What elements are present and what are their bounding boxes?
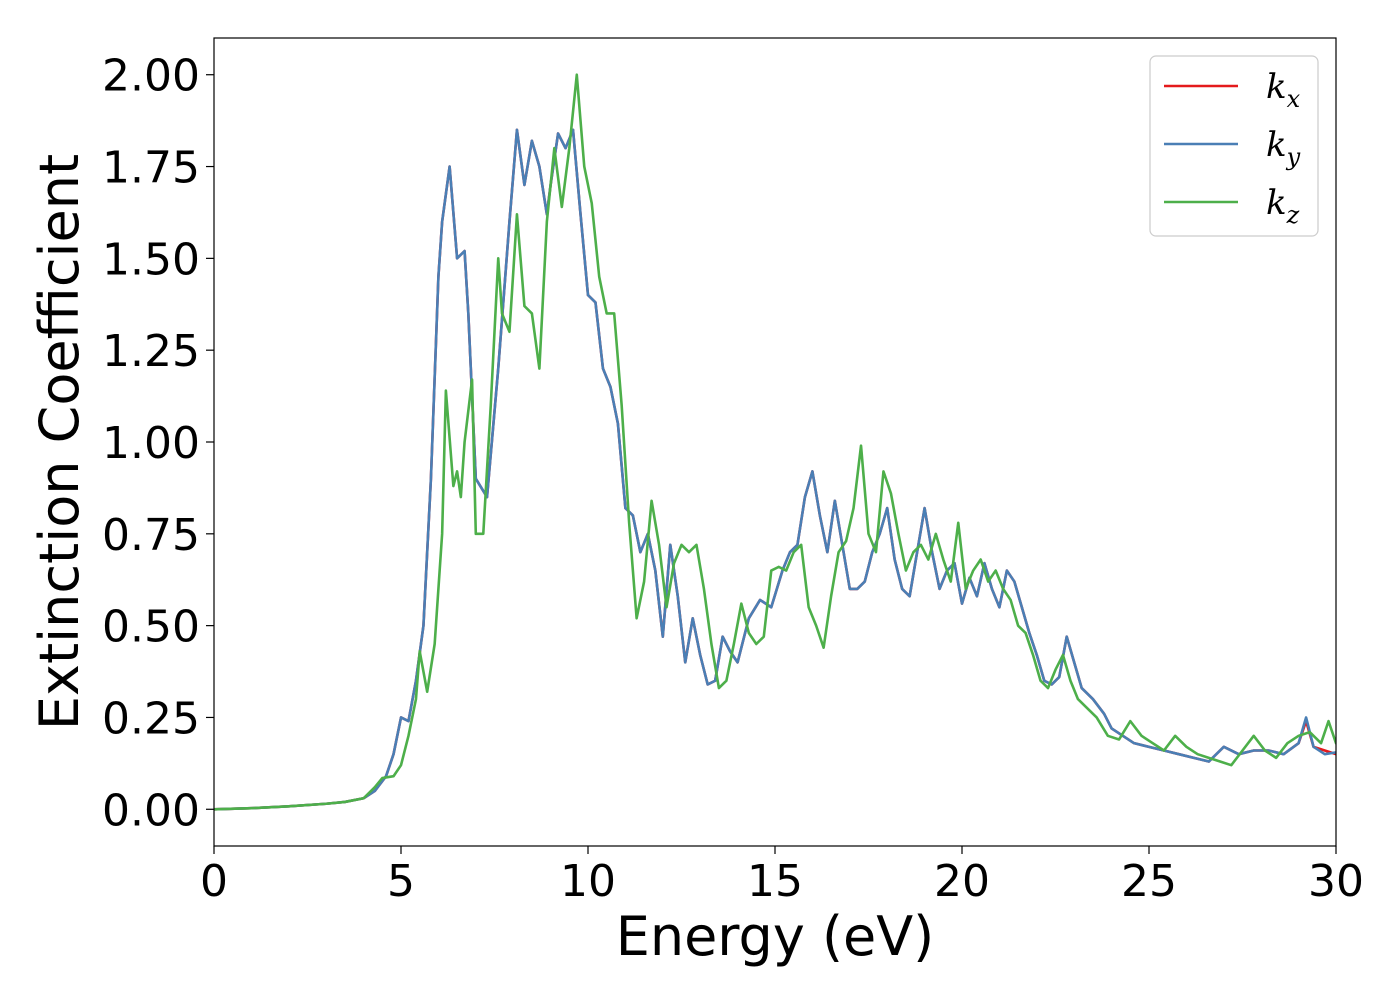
x-axis-ticks: 0 5 10 15 20 25 30 (200, 846, 1364, 907)
x-tick-label: 15 (747, 856, 803, 907)
y-tick-label: 0.25 (102, 693, 200, 744)
x-tick-label: 0 (200, 856, 228, 907)
y-tick-label: 1.75 (102, 143, 200, 194)
series-line-k_z (214, 73, 1336, 811)
legend-box (1149, 55, 1319, 237)
y-tick-label: 0.50 (102, 602, 200, 653)
x-tick-label: 30 (1308, 856, 1364, 907)
y-axis-ticks: 0.00 0.25 0.50 0.75 1.00 1.25 1.50 1.75 2.00 (102, 51, 214, 836)
y-tick-label: 1.50 (102, 234, 200, 285)
y-axis-title: Extinction Coefficient (28, 154, 91, 730)
y-tick-label: 2.00 (102, 51, 200, 102)
legend-label-k_y: ky (1266, 125, 1301, 171)
x-tick-label: 20 (934, 856, 990, 907)
x-axis-title: Energy (eV) (616, 905, 935, 968)
x-tick-label: 5 (387, 856, 415, 907)
legend-label-k_z: kz (1266, 183, 1300, 229)
x-tick-label: 10 (560, 856, 616, 907)
y-tick-label: 0.00 (102, 785, 200, 836)
y-tick-label: 0.75 (102, 510, 200, 561)
y-tick-label: 1.25 (102, 326, 200, 377)
x-tick-label: 25 (1121, 856, 1177, 907)
legend: kx ky kz (1149, 55, 1319, 237)
series-layer (214, 73, 1336, 811)
legend-label-k_x: kx (1266, 67, 1301, 113)
y-tick-label: 1.00 (102, 418, 200, 469)
